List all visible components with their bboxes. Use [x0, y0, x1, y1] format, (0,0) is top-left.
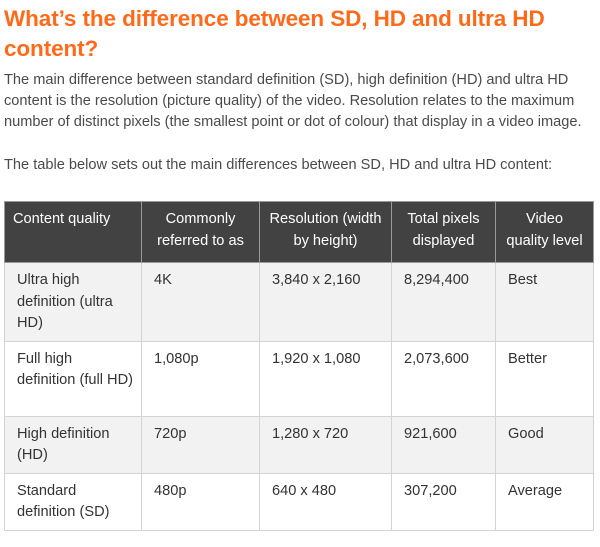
- cell-commonly-referred: 480p: [141, 472, 260, 531]
- cell-total-pixels: 307,200: [391, 472, 496, 531]
- cell-content-quality: Full high definition (full HD): [4, 340, 142, 417]
- header-commonly-referred: Commonly referred to as: [141, 201, 260, 263]
- cell-content-quality: Ultra high definition (ultra HD): [4, 262, 142, 342]
- cell-commonly-referred: 1,080p: [141, 340, 260, 417]
- cell-video-quality: Best: [495, 262, 594, 342]
- table-body: Ultra high definition (ultra HD) 4K 3,84…: [4, 262, 594, 531]
- header-content-quality: Content quality: [4, 201, 142, 263]
- cell-video-quality: Better: [495, 340, 594, 417]
- header-resolution: Resolution (width by height): [259, 201, 392, 263]
- cell-video-quality: Average: [495, 472, 594, 531]
- content-quality-table: Content quality Commonly referred to as …: [4, 201, 594, 531]
- cell-commonly-referred: 720p: [141, 415, 260, 474]
- table-header: Content quality Commonly referred to as …: [4, 201, 594, 263]
- table-header-row: Content quality Commonly referred to as …: [4, 201, 594, 263]
- cell-total-pixels: 921,600: [391, 415, 496, 474]
- cell-total-pixels: 2,073,600: [391, 340, 496, 417]
- table-lead-paragraph: The table below sets out the main differ…: [4, 157, 553, 173]
- cell-resolution: 640 x 480: [259, 472, 392, 531]
- cell-commonly-referred: 4K: [141, 262, 260, 342]
- header-video-quality: Video quality level: [495, 201, 594, 263]
- table-row: High definition (HD) 720p 1,280 x 720 92…: [4, 415, 594, 474]
- cell-resolution: 1,280 x 720: [259, 415, 392, 474]
- cell-content-quality: Standard definition (SD): [4, 472, 142, 531]
- header-total-pixels: Total pixels displayed: [391, 201, 496, 263]
- table-row: Standard definition (SD) 480p 640 x 480 …: [4, 472, 594, 531]
- cell-total-pixels: 8,294,400: [391, 262, 496, 342]
- intro-paragraph: The main difference between standard def…: [4, 72, 582, 130]
- cell-resolution: 1,920 x 1,080: [259, 340, 392, 417]
- cell-content-quality: High definition (HD): [4, 415, 142, 474]
- table-row: Full high definition (full HD) 1,080p 1,…: [4, 340, 594, 417]
- page-heading: What’s the difference between SD, HD and…: [4, 6, 545, 61]
- table-row: Ultra high definition (ultra HD) 4K 3,84…: [4, 262, 594, 342]
- cell-resolution: 3,840 x 2,160: [259, 262, 392, 342]
- cell-video-quality: Good: [495, 415, 594, 474]
